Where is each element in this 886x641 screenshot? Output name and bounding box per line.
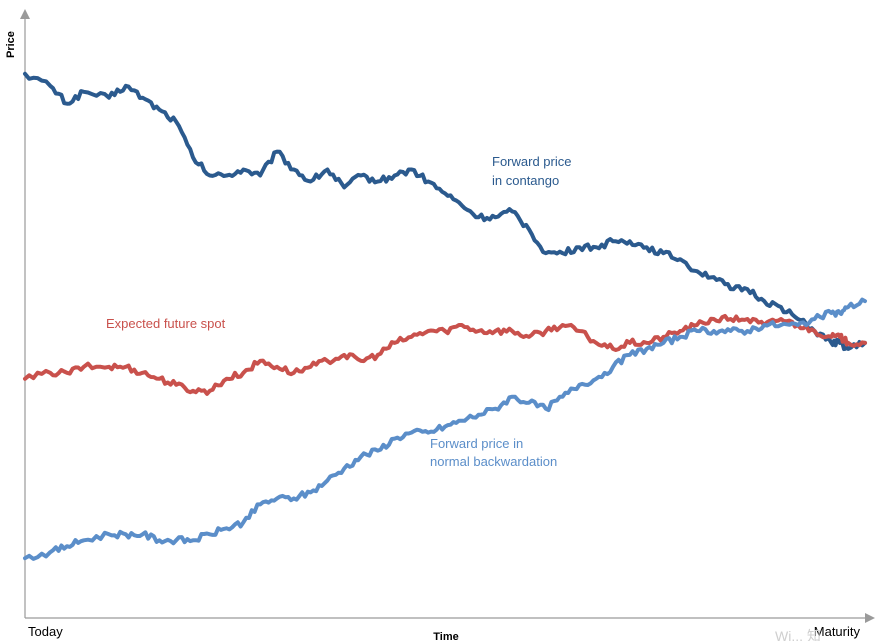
annotation-contango: Forward price in contango [492,154,575,188]
y-axis-title: Price [5,31,17,58]
series-layer [23,71,867,561]
annotation-contango-line-1: Forward price [492,154,571,169]
annotation-backwardation-line-1: Forward price in [430,436,523,451]
annotation-contango-line-2: in contango [492,173,559,188]
x-tick-label-today: Today [28,624,63,639]
annotation-backwardation: Forward price in normal backwardation [430,436,557,469]
x-tick-label-maturity: Maturity [814,624,861,639]
series-line-1 [23,71,867,352]
series-line-3 [23,297,867,561]
annotation-expected-spot: Expected future spot [106,316,226,331]
annotation-expected-spot-line-1: Expected future spot [106,316,226,331]
watermark: Wi... 知 [775,628,821,641]
x-axis-title: Time [433,631,458,641]
series-line-2 [23,313,867,396]
annotation-backwardation-line-2: normal backwardation [430,454,557,469]
